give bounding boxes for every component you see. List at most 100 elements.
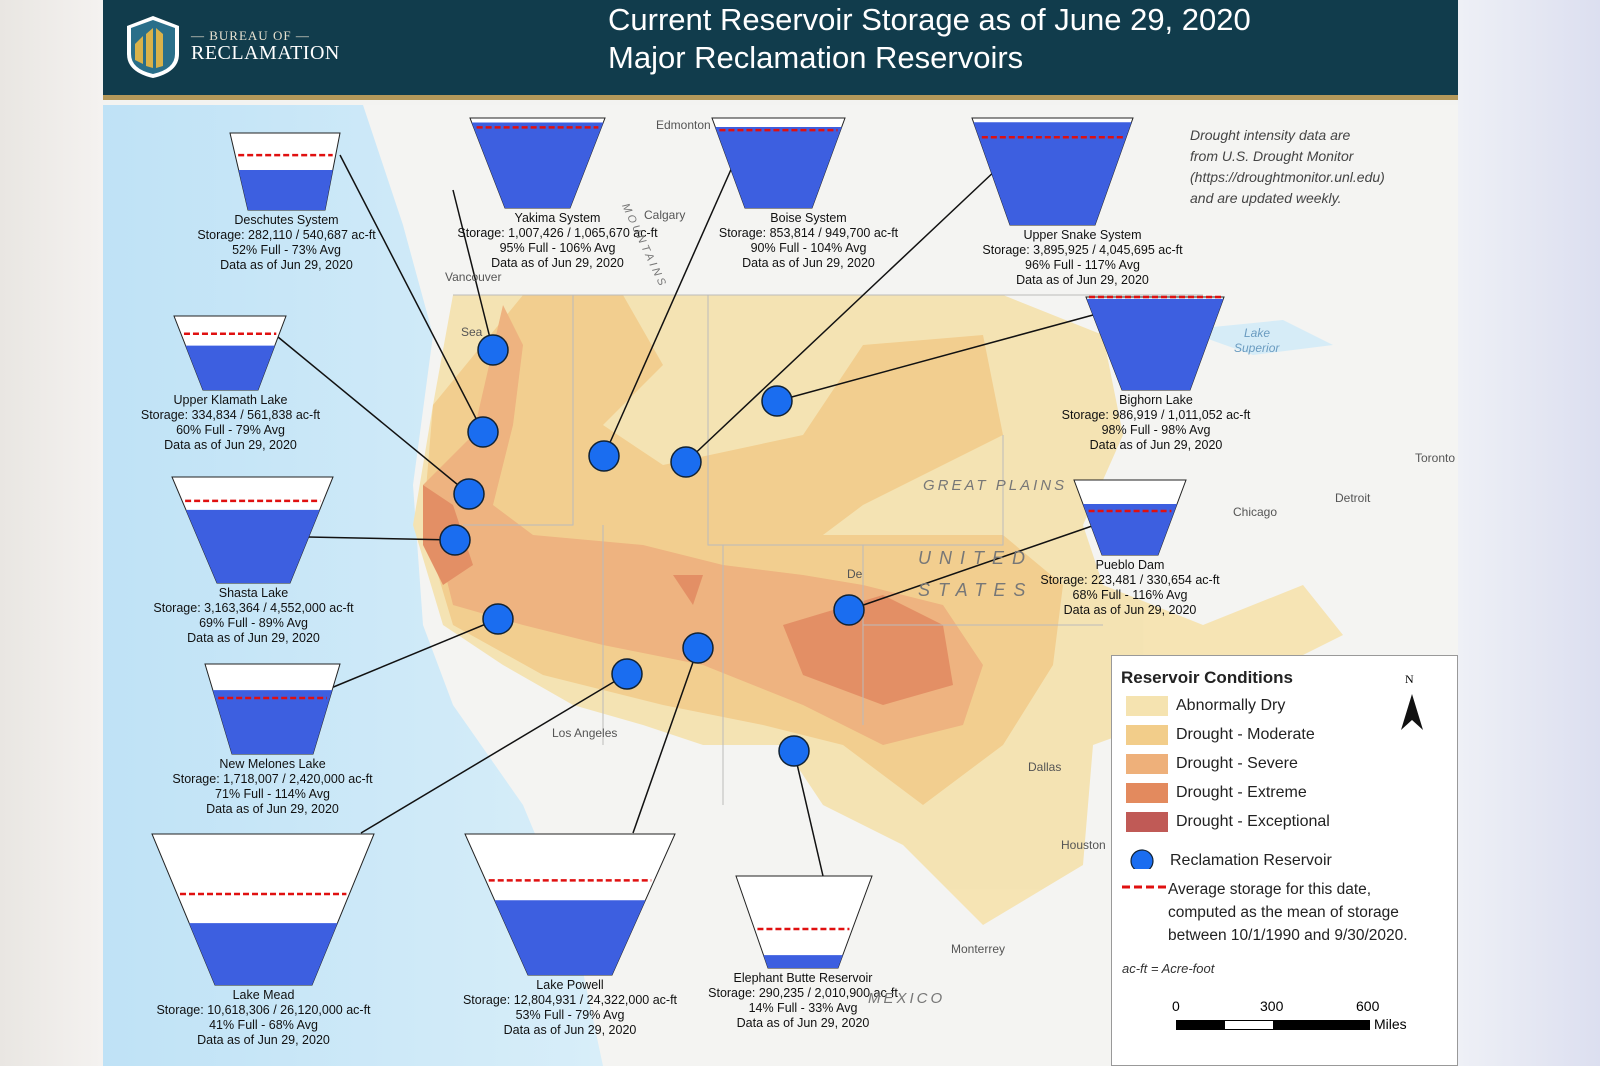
place-chicago: Chicago [1233,505,1278,519]
reservoir-name: Shasta Lake [218,586,289,600]
reservoir-gauges [151,117,1225,986]
reservoir-marker[interactable] [833,594,865,626]
reservoir-pct: 68% Full - 116% Avg [1072,588,1188,602]
place-dallas: Dallas [1028,760,1062,774]
legend-reservoir-label: Reclamation Reservoir [1170,852,1332,869]
reservoir-gauge [735,875,873,969]
reservoir-name: Bighorn Lake [1119,393,1193,407]
reservoir-gauge [464,833,676,976]
legend-average-line: Average storage for this date, [1168,881,1372,898]
connector-lines [277,154,1096,877]
reservoir-storage: Storage: 3,895,925 / 4,045,695 ac-ft [982,243,1183,257]
place-toronto: Toronto [1415,451,1456,465]
reservoir-gauge [469,117,606,209]
reservoir-marker[interactable] [682,632,714,664]
reservoir-name: Lake Powell [536,978,604,992]
map-frame: — BUREAU OF — RECLAMATION Current Reserv… [103,0,1458,1066]
place-calgary: Calgary [644,208,686,222]
reservoir-markers [439,334,865,767]
north-label: N [1405,672,1414,686]
reservoir-date: Data as of Jun 29, 2020 [206,802,339,816]
reservoir-marker[interactable] [778,735,810,767]
region-mexico: MEXICO [868,990,946,1007]
reservoir-label: Bighorn Lake Storage: 986,919 / 1,011,052… [1062,393,1251,453]
reservoir-pct: 96% Full - 117% Avg [1025,258,1140,272]
place-lake-superior-2: Superior [1234,341,1280,355]
region-states: STATES [918,580,1034,600]
legend: Reservoir Conditions N Abnormally Dry Dro… [1111,655,1458,1066]
scale-tick-600: 600 [1356,998,1380,1014]
note-line: Drought intensity data are [1190,127,1351,143]
reservoir-gauge [173,315,287,391]
reservoir-name: Boise System [770,211,847,225]
reservoir-label: New Melones Lake Storage: 1,718,007 / 2,4… [172,757,372,817]
reservoir-marker[interactable] [482,603,514,635]
reservoir-pct: 95% Full - 106% Avg [499,241,616,255]
place-houston: Houston [1061,838,1106,852]
connector-line [848,524,1096,611]
region-great-plains: GREAT PLAINS [923,477,1068,494]
connector-line [360,673,628,834]
reservoir-storage: Storage: 986,919 / 1,011,052 ac-ft [1061,408,1251,422]
storage-fill [212,690,333,754]
page-title: Current Reservoir Storage as of June 29,… [608,2,1251,37]
reservoir-marker[interactable] [453,478,485,510]
reservoir-marker[interactable] [477,334,509,366]
state-borders [453,294,1203,805]
reservoir-gauge [971,117,1134,226]
reservoir-gauge [229,132,341,211]
reservoir-gauge [171,476,334,584]
drought-areas [413,295,1343,925]
reservoir-date: Data as of Jun 29, 2020 [1016,273,1149,287]
reservoir-date: Data as of Jun 29, 2020 [220,258,353,272]
reservoir-pct: 53% Full - 79% Avg [515,1008,625,1022]
note-line: (https://droughtmonitor.unl.edu) [1190,169,1385,185]
scale-tick-300: 300 [1260,998,1284,1014]
legend-swatch [1126,783,1168,803]
reservoir-marker[interactable] [588,440,620,472]
reservoir-date: Data as of Jun 29, 2020 [742,256,875,270]
reservoir-gauge [204,663,341,755]
reservoir-date: Data as of Jun 29, 2020 [736,1016,870,1030]
reservoir-storage: Storage: 223,481 / 330,654 ac-ft [1040,573,1220,587]
reservoir-pct: 41% Full - 68% Avg [209,1018,318,1032]
reservoir-date: Data as of Jun 29, 2020 [1089,438,1223,452]
legend-title: Reservoir Conditions [1121,668,1293,687]
lake-superior [1183,320,1333,355]
legend-average-text: Average storage for this date, computed … [1168,878,1408,947]
reservoir-label: Yakima System Storage: 1,007,426 / 1,065,… [457,211,657,271]
reservoir-date: Data as of Jun 29, 2020 [164,438,297,452]
reservoir-name: Upper Klamath Lake [173,393,288,407]
storage-fill [189,923,338,985]
connector-line [330,618,499,689]
legend-item-label: Abnormally Dry [1176,697,1286,714]
reservoir-storage: Storage: 290,235 / 2,010,900 ac-ft [708,986,898,1000]
legend-average-line: computed as the mean of storage [1168,904,1399,921]
reservoir-name: Pueblo Dam [1095,558,1165,572]
reservoir-label: Lake Mead Storage: 10,618,306 / 26,120,00… [156,988,370,1048]
storage-fill [238,169,333,210]
legend-average-line: between 10/1/1990 and 9/30/2020. [1168,927,1408,944]
reservoir-marker[interactable] [439,524,471,556]
reservoir-name: Elephant Butte Reservoir [733,971,873,985]
acft-note: ac-ft = Acre-foot [1122,961,1215,976]
reservoir-marker[interactable] [467,416,499,448]
connector-line [603,164,734,457]
scale-bar [1176,1020,1370,1030]
reservoir-pct: 69% Full - 89% Avg [199,616,308,630]
storage-fill [1082,504,1178,555]
reservoir-gauge [711,117,846,209]
reservoir-marker[interactable] [611,658,643,690]
place-denver: De [847,567,863,581]
reservoir-name: New Melones Lake [219,757,326,771]
reservoir-date: Data as of Jun 29, 2020 [503,1023,637,1037]
reservoir-dot-icon [1130,849,1154,869]
place-los-angeles: Los Angeles [552,726,618,740]
reservoir-pct: 52% Full - 73% Avg [232,243,341,257]
reservoir-marker[interactable] [761,385,793,417]
legend-swatch [1126,812,1168,832]
reservoir-marker[interactable] [670,446,702,478]
connector-line [277,336,470,495]
place-monterrey: Monterrey [951,942,1006,956]
reservoir-label: Elephant Butte Reservoir Storage: 290,235… [708,971,898,1031]
